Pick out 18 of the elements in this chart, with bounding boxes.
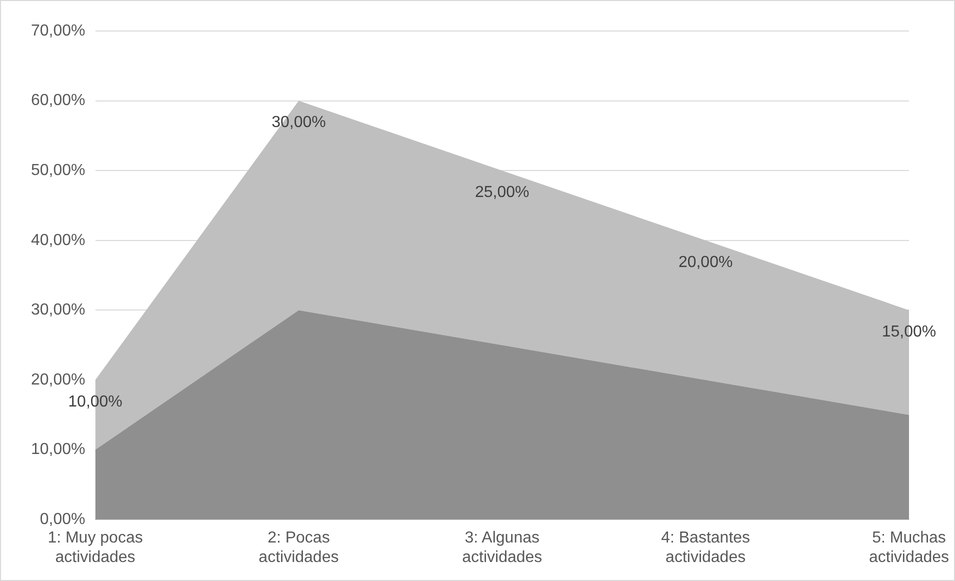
y-tick-label: 20,00% (31, 371, 86, 388)
data-label: 30,00% (272, 114, 326, 132)
x-tick-label: 4: Bastantes actividades (661, 530, 750, 566)
y-tick-label: 30,00% (31, 302, 86, 319)
data-label: 10,00% (68, 393, 122, 410)
y-tick-label: 40,00% (31, 232, 86, 249)
data-label: 15,00% (882, 324, 936, 341)
x-tick-label: 3: Algunas actividades (462, 530, 542, 566)
x-tick-label: 1: Muy pocas actividades (48, 530, 143, 566)
y-tick-label: 60,00% (31, 92, 86, 110)
x-tick-label: 2: Pocas actividades (258, 530, 339, 566)
x-tick-label: 5: Muchas actividades (868, 530, 950, 566)
y-tick-label: 50,00% (31, 162, 86, 180)
data-label: 20,00% (678, 254, 733, 271)
y-tick-label: 0,00% (40, 511, 86, 528)
y-tick-label: 70,00% (31, 22, 86, 40)
data-label: 25,00% (475, 184, 530, 202)
y-tick-label: 10,00% (31, 441, 86, 458)
